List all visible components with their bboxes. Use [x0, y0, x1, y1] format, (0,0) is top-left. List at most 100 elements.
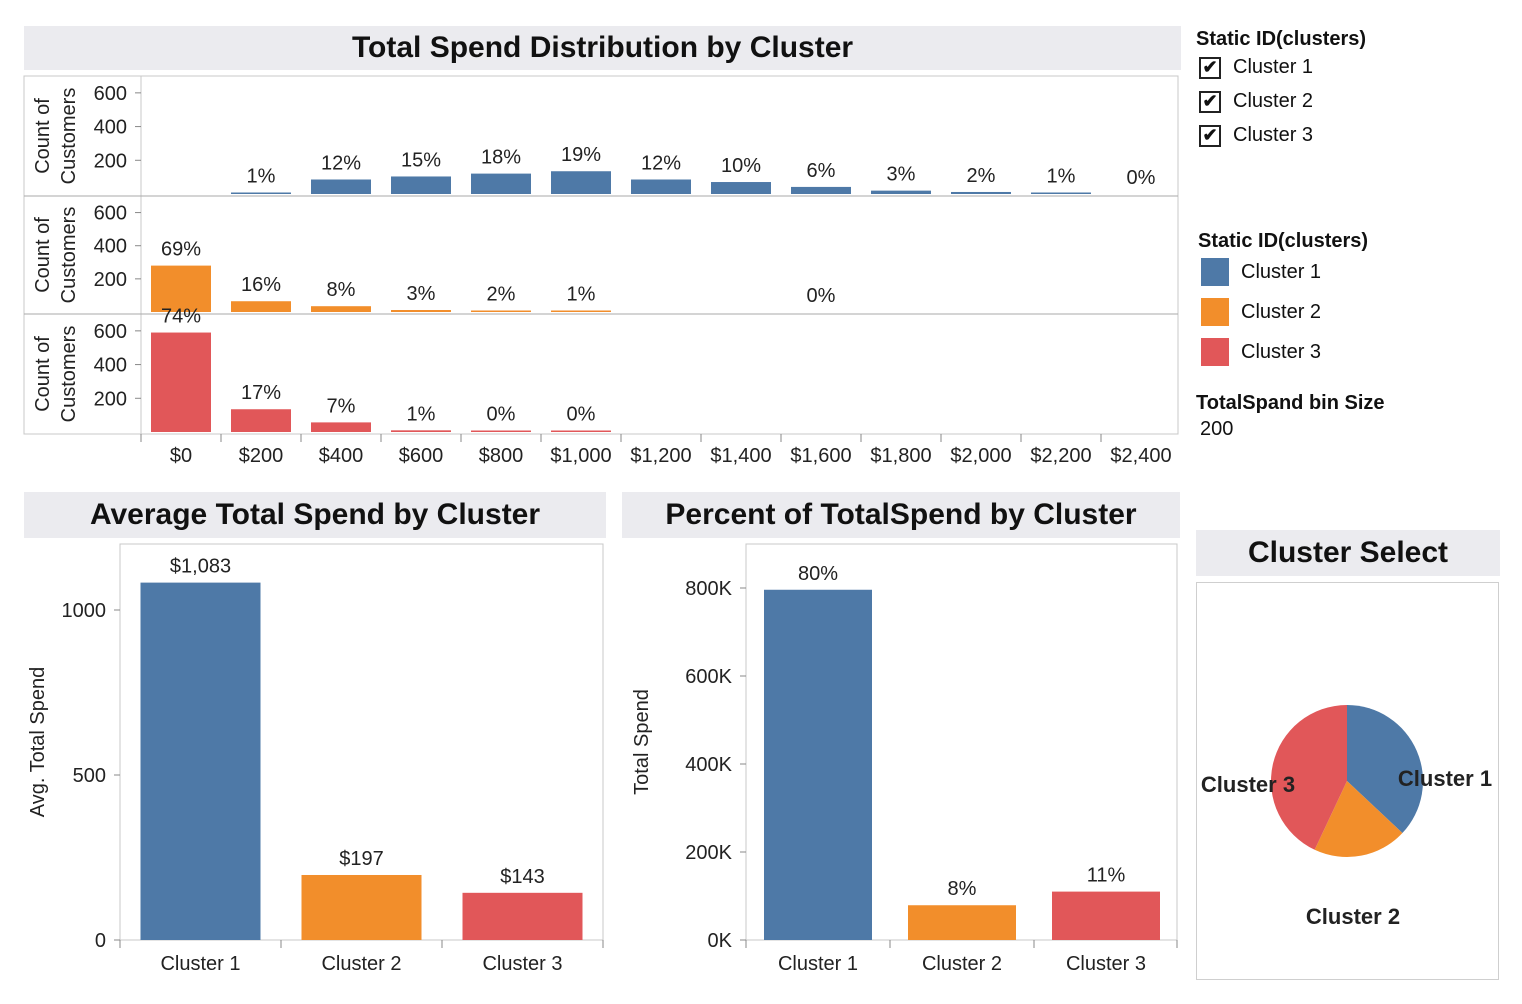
- y-tick-label: 600: [94, 83, 127, 105]
- data-label: 7%: [327, 395, 356, 417]
- histogram-bar[interactable]: [551, 430, 611, 433]
- histogram-bar[interactable]: [1031, 192, 1091, 195]
- bin-size-label: TotalSpand bin Size: [1196, 392, 1385, 414]
- x-tick-label: $1,800: [870, 445, 931, 467]
- y-tick-label: 0K: [708, 930, 733, 952]
- y-tick-label: 600K: [685, 666, 732, 688]
- filter-item[interactable]: ✔ Cluster 3: [1199, 124, 1313, 147]
- data-label: 8%: [948, 878, 977, 900]
- y-tick-label: 200: [94, 269, 127, 291]
- y-tick-label: 200: [94, 150, 127, 172]
- data-label: 18%: [481, 147, 521, 169]
- filter-item-label: Cluster 3: [1233, 124, 1314, 146]
- data-label: $143: [500, 866, 545, 888]
- histogram-bar[interactable]: [231, 301, 291, 312]
- y-axis-label: Avg. Total Spend: [27, 667, 49, 818]
- histogram-bar[interactable]: [871, 190, 931, 194]
- histogram-bar[interactable]: [951, 191, 1011, 194]
- color-legend-item[interactable]: Cluster 1: [1201, 258, 1321, 286]
- data-label: 1%: [567, 284, 596, 306]
- data-label: 6%: [807, 160, 836, 182]
- x-tick-label: $2,400: [1110, 445, 1171, 467]
- data-label: 12%: [641, 153, 681, 175]
- histogram-bar[interactable]: [231, 192, 291, 195]
- y-axis-label: Count of: [32, 336, 54, 412]
- histogram-bar[interactable]: [391, 176, 451, 194]
- histogram-bar[interactable]: [471, 173, 531, 194]
- cluster-select-panel: [1196, 582, 1499, 980]
- bin-size-value[interactable]: 200: [1200, 418, 1234, 440]
- histogram-bar[interactable]: [151, 265, 211, 312]
- filter-item[interactable]: ✔ Cluster 1: [1199, 56, 1313, 79]
- histogram-bar[interactable]: [391, 310, 451, 312]
- pie-slice-label: Cluster 1: [1398, 766, 1492, 791]
- histogram-bar[interactable]: [231, 409, 291, 432]
- y-tick-label: 1000: [62, 600, 107, 622]
- color-legend-label: Cluster 1: [1241, 260, 1322, 283]
- data-label: 19%: [561, 144, 601, 166]
- cluster-bar[interactable]: [908, 905, 1016, 940]
- histogram-bar[interactable]: [551, 171, 611, 194]
- pie-slice-label: Cluster 3: [1201, 772, 1295, 797]
- histogram-bar[interactable]: [311, 306, 371, 312]
- data-label: $1,083: [170, 556, 231, 578]
- histogram-bar[interactable]: [551, 310, 611, 313]
- data-label: 16%: [241, 274, 281, 296]
- data-label: 8%: [327, 279, 356, 301]
- data-label: 12%: [321, 153, 361, 175]
- data-label: $197: [339, 848, 384, 870]
- data-label: 0%: [567, 404, 596, 426]
- pie-slice-label: Cluster 2: [1306, 904, 1400, 929]
- filter-item[interactable]: ✔ Cluster 2: [1199, 90, 1313, 113]
- x-tick-label: $200: [239, 445, 284, 467]
- cluster-bar[interactable]: [301, 874, 422, 940]
- y-axis-label: Customers: [58, 88, 80, 185]
- x-tick-label: $2,000: [950, 445, 1011, 467]
- pct-spend-title: Percent of TotalSpend by Cluster: [622, 492, 1180, 538]
- cluster-bar[interactable]: [1052, 891, 1160, 940]
- histogram-bar[interactable]: [711, 182, 771, 194]
- checkbox[interactable]: ✔: [1199, 90, 1221, 113]
- pie-slice[interactable]: [1271, 705, 1347, 850]
- pie-slice[interactable]: [1314, 781, 1403, 857]
- color-legend-title: Static ID(clusters): [1198, 230, 1369, 252]
- histogram-bar[interactable]: [151, 332, 211, 432]
- y-tick-label: 600: [94, 203, 127, 225]
- checkbox[interactable]: ✔: [1199, 124, 1221, 147]
- x-tick-label: $1,600: [790, 445, 851, 467]
- histogram-bar[interactable]: [631, 179, 691, 194]
- data-label: 2%: [967, 165, 996, 187]
- x-tick-label: Cluster 3: [1066, 953, 1146, 975]
- data-label: 10%: [721, 155, 761, 177]
- color-legend-item[interactable]: Cluster 3: [1201, 338, 1321, 366]
- histogram-bar[interactable]: [391, 430, 451, 432]
- y-tick-label: 400K: [685, 754, 732, 776]
- cluster-bar[interactable]: [462, 892, 583, 940]
- data-label: 69%: [161, 239, 201, 261]
- histogram-bar[interactable]: [471, 430, 531, 433]
- data-label: 1%: [407, 403, 436, 425]
- checkbox[interactable]: ✔: [1199, 56, 1221, 79]
- cluster-select-title: Cluster Select: [1196, 530, 1500, 576]
- histogram-bar[interactable]: [311, 179, 371, 194]
- filter-item-label: Cluster 2: [1233, 90, 1314, 112]
- color-legend-item[interactable]: Cluster 2: [1201, 298, 1321, 326]
- histogram-bar[interactable]: [311, 422, 371, 432]
- histogram-bar[interactable]: [791, 186, 851, 194]
- histogram-bar[interactable]: [471, 310, 531, 313]
- x-tick-label: $1,200: [630, 445, 691, 467]
- x-tick-label: $0: [170, 445, 192, 467]
- data-label: 2%: [487, 284, 516, 306]
- pie-slice[interactable]: [1347, 705, 1423, 834]
- y-tick-label: 400: [94, 355, 127, 377]
- color-swatch: [1201, 258, 1229, 286]
- cluster-bar[interactable]: [140, 582, 261, 940]
- y-tick-label: 500: [73, 765, 106, 787]
- filter-item-label: Cluster 1: [1233, 56, 1314, 78]
- data-label: 0%: [1127, 167, 1156, 189]
- cluster-bar[interactable]: [764, 589, 872, 940]
